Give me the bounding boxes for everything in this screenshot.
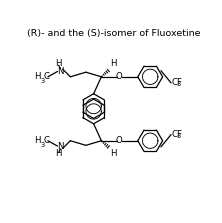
Text: H: H: [110, 59, 116, 68]
Text: H: H: [56, 149, 62, 158]
Text: H: H: [34, 136, 41, 145]
Text: 3: 3: [176, 133, 181, 139]
Text: CF: CF: [171, 78, 182, 87]
Text: N: N: [57, 142, 63, 151]
Text: CF: CF: [171, 130, 182, 139]
Text: O: O: [116, 72, 123, 81]
Text: (R)- and the (S)-isomer of Fluoxetine: (R)- and the (S)-isomer of Fluoxetine: [27, 29, 200, 38]
Text: H: H: [56, 59, 62, 68]
Text: N: N: [57, 67, 63, 76]
Text: O: O: [116, 136, 123, 145]
Text: C: C: [44, 136, 50, 145]
Text: C: C: [44, 72, 50, 81]
Text: 3: 3: [41, 142, 45, 148]
Text: H: H: [34, 72, 41, 81]
Text: 3: 3: [176, 81, 181, 87]
Text: H: H: [110, 149, 116, 158]
Text: 3: 3: [41, 78, 45, 84]
